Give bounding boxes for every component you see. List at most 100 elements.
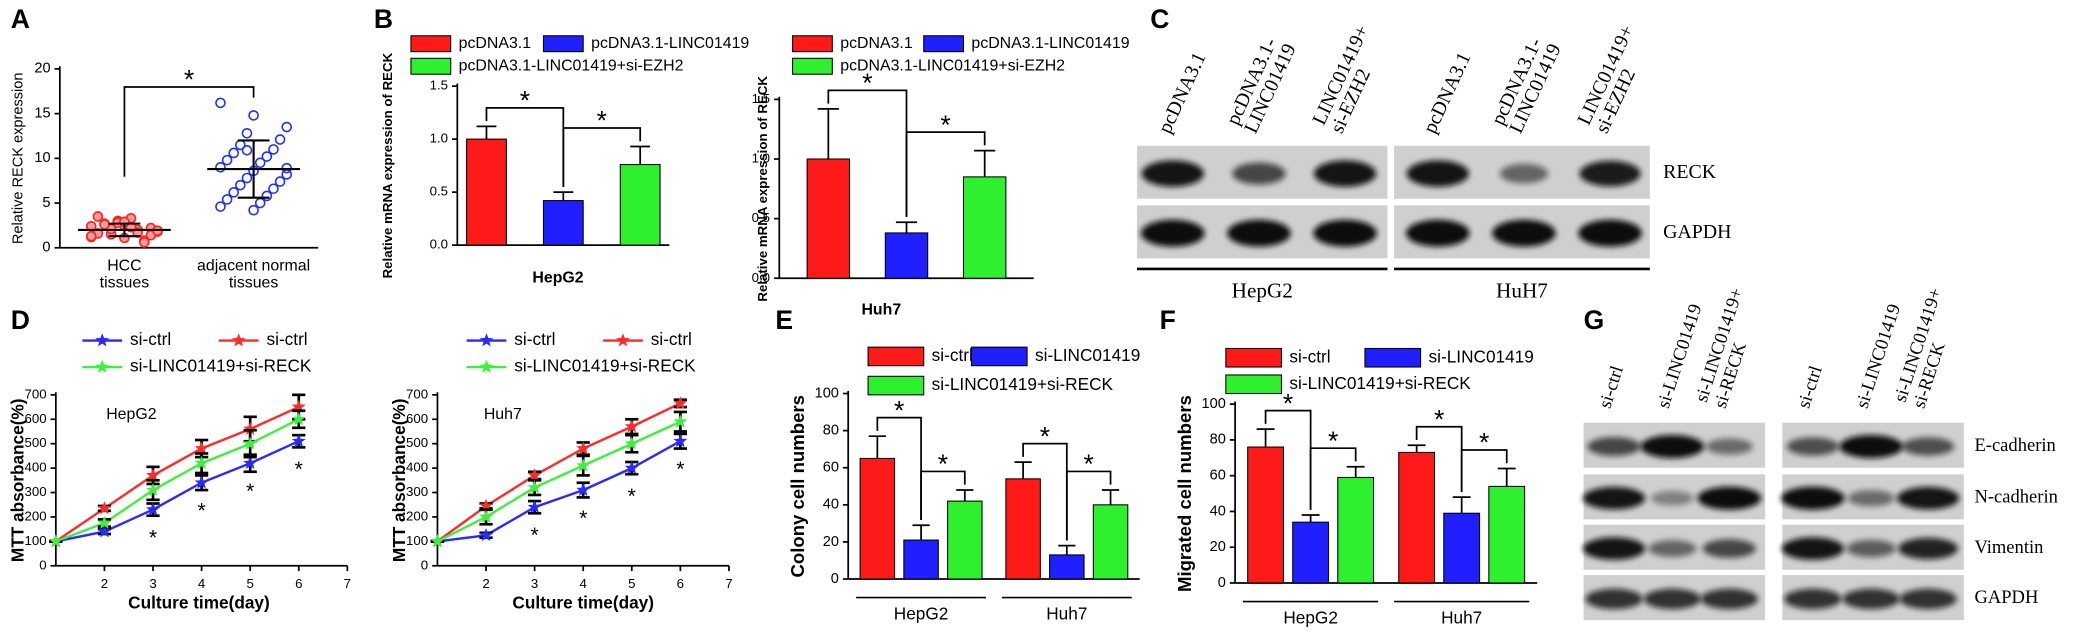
- data-point: [527, 468, 542, 482]
- y-tick-label: 1.5: [752, 91, 770, 106]
- legend-swatch: [792, 35, 833, 53]
- blot-band: [1899, 588, 1957, 610]
- data-point: [274, 176, 286, 187]
- x-tick-label: Huh7: [1441, 607, 1482, 627]
- y-tick-label: 300: [24, 484, 46, 499]
- lane-label: LINC01419+si-EZH2: [1573, 22, 1656, 137]
- series-line: [437, 440, 681, 543]
- data-point: [221, 194, 233, 205]
- row-label: E-cadherin: [1974, 435, 2055, 456]
- lane-label-line: si-ctrl: [1794, 363, 1827, 411]
- data-point: [479, 528, 493, 542]
- data-point: [291, 399, 306, 414]
- legend-marker: [231, 333, 246, 347]
- legend-label: si-ctrl: [651, 329, 692, 349]
- legend-swatch: [923, 35, 965, 53]
- series-line: [436, 420, 681, 543]
- bar: [859, 457, 896, 580]
- panel-label: C: [1150, 4, 1169, 34]
- panel-label: F: [1160, 305, 1176, 335]
- y-tick-label: 100: [815, 385, 839, 401]
- group-label: HepG2: [1232, 279, 1293, 303]
- lane-label-group: si-ctrl: [1794, 363, 1827, 411]
- blot-band: [1492, 219, 1556, 247]
- bar: [1005, 478, 1041, 580]
- blot-band: [1582, 486, 1646, 510]
- blot-band: [1579, 160, 1641, 187]
- data-point: [146, 468, 160, 482]
- blot-band: [1141, 160, 1204, 187]
- y-tick-label: 5: [42, 195, 50, 211]
- panel-label: D: [11, 305, 30, 335]
- significance-label: *: [184, 65, 194, 95]
- data-point: [281, 121, 293, 133]
- y-tick-label: 10: [34, 150, 50, 166]
- legend-swatch: [1225, 374, 1283, 395]
- lane-label-line: pcDNA3.1: [1154, 49, 1211, 137]
- bar: [1337, 476, 1375, 584]
- lane-label-group: LINC01419+si-EZH2: [1308, 22, 1375, 137]
- y-tick-label: 0: [421, 557, 428, 572]
- data-point: [85, 230, 97, 242]
- y-tick-label: 600: [406, 411, 428, 426]
- bar: [884, 232, 929, 279]
- data-point: [673, 414, 688, 428]
- blot-band: [1705, 438, 1753, 455]
- bar: [962, 176, 1007, 279]
- y-tick-label: 40: [823, 497, 839, 513]
- lane-label-group: si-ctrl: [1595, 363, 1628, 411]
- data-point: [673, 396, 688, 410]
- legend-label: si-LINC01419+si-RECK: [514, 356, 696, 376]
- y-tick-label: 20: [823, 534, 839, 550]
- data-point: [274, 134, 286, 145]
- bar: [903, 539, 939, 580]
- significance-label: *: [894, 395, 904, 425]
- blot-band: [1640, 434, 1705, 459]
- legend-swatch: [1225, 347, 1283, 368]
- panel-label: B: [374, 4, 393, 34]
- row-label: RECK: [1663, 161, 1717, 183]
- blot-band: [1898, 537, 1958, 560]
- x-axis-label: HepG2: [532, 269, 583, 286]
- legend-swatch: [410, 35, 452, 53]
- y-tick-label: 500: [24, 435, 46, 450]
- x-tick-label: 7: [344, 576, 351, 591]
- legend-swatch: [792, 57, 833, 75]
- y-axis-label: MTT absorbance(%): [7, 399, 27, 563]
- series-line: [436, 402, 681, 543]
- y-axis-label: Relative mRNA expression of RECK: [755, 76, 770, 302]
- legend-swatch: [410, 57, 452, 75]
- legend-label: pcDNA3.1: [459, 35, 532, 52]
- x-tick-label: Huh7: [1046, 603, 1087, 623]
- data-point: [479, 498, 493, 512]
- y-tick-label: 0: [42, 240, 50, 256]
- data-point: [291, 411, 306, 426]
- legend-swatch: [867, 346, 925, 367]
- lane-label-group: pcDNA3.1: [1419, 49, 1476, 137]
- x-tick-label: 6: [295, 576, 302, 591]
- x-tick-label-line: HCC: [107, 258, 141, 275]
- significance-label: *: [246, 480, 254, 503]
- legend-label: si-ctrl: [267, 329, 308, 349]
- y-tick-label: 500: [406, 435, 428, 450]
- lane-label: si-ctrl: [1595, 363, 1628, 411]
- y-tick-label: 0.5: [752, 210, 770, 225]
- y-tick-label: 1.0: [752, 151, 770, 166]
- significance-label: *: [938, 449, 948, 479]
- data-point: [48, 534, 63, 548]
- legend-marker: [479, 359, 494, 373]
- blot-band: [1232, 162, 1286, 185]
- y-tick-label: 200: [24, 508, 46, 523]
- significance-bracket: [876, 416, 922, 520]
- y-tick-label: 20: [1210, 539, 1226, 555]
- data-point: [97, 501, 112, 515]
- lane-label-group: pcDNA3.1-LINC01419: [1222, 34, 1301, 136]
- significance-label: *: [1479, 428, 1489, 458]
- y-tick-label: 700: [406, 386, 428, 401]
- lane-label-group: si-LINC01419+si-RECK: [1890, 285, 1950, 410]
- legend-marker: [95, 359, 110, 373]
- data-point: [97, 515, 112, 529]
- significance-bracket: [562, 127, 642, 187]
- blot-band: [1313, 219, 1377, 247]
- legend-swatch: [970, 346, 1028, 367]
